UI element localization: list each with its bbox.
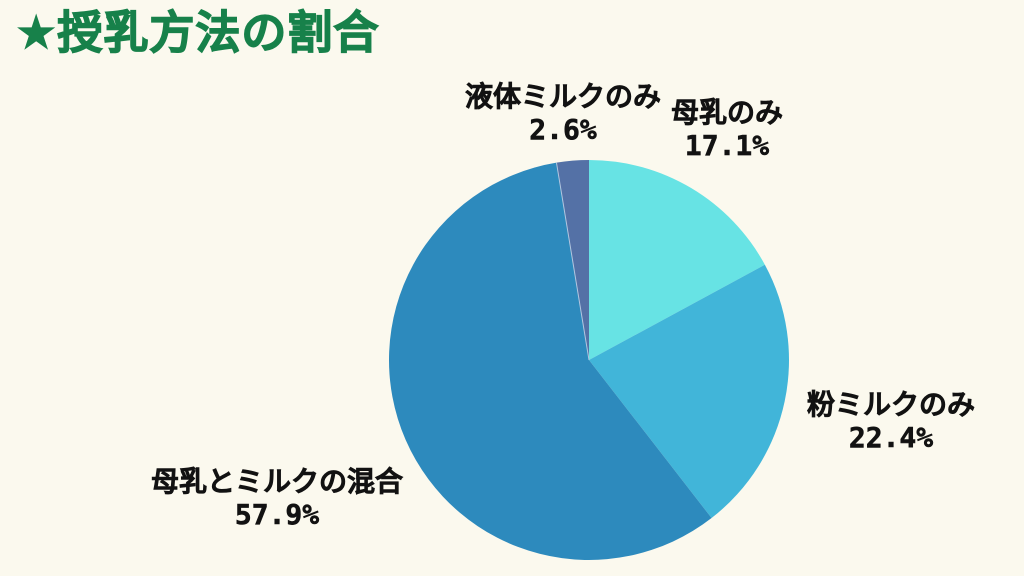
- slice-label-value: 22.4%: [848, 421, 934, 455]
- slice-label-text: 母乳とミルクの混合: [150, 465, 404, 499]
- slice-label-value: 17.1%: [684, 129, 770, 163]
- chart-title: ★授乳方法の割合: [15, 5, 380, 59]
- pie-slice-1: [589, 264, 789, 519]
- slice-label-value: 2.6%: [529, 113, 597, 147]
- slice-label-powdered-milk-only: 粉ミルクのみ 22.4%: [806, 388, 976, 455]
- slice-label-value: 57.9%: [234, 498, 320, 532]
- pie-slice-2: [389, 162, 712, 560]
- slice-label-text: 母乳のみ: [670, 96, 784, 130]
- slice-label-breast-and-formula-mix: 母乳とミルクの混合 57.9%: [150, 465, 404, 532]
- slice-label-text: 粉ミルクのみ: [806, 388, 976, 422]
- slice-label-breast-milk-only: 母乳のみ 17.1%: [670, 96, 784, 163]
- slice-divider-line: [555, 162, 590, 361]
- slice-label-liquid-milk-only: 液体ミルクのみ 2.6%: [464, 80, 662, 147]
- slice-label-text: 液体ミルクのみ: [464, 80, 662, 114]
- pie-slices-group: [389, 160, 789, 560]
- pie-slice-0: [589, 160, 765, 360]
